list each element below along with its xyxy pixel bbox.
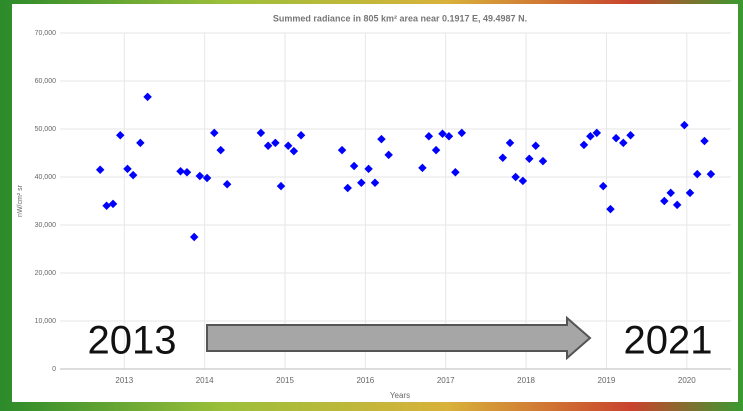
y-tick-label: 40,000	[35, 174, 57, 181]
point	[438, 129, 447, 139]
point	[364, 164, 373, 174]
point	[256, 128, 266, 138]
point	[210, 128, 219, 138]
y-tick-label: 20,000	[35, 270, 57, 277]
point	[451, 167, 460, 177]
x-tick-label: 2015	[276, 376, 294, 385]
point	[418, 163, 427, 173]
chart-title: Summed radiance in 805 km² area near 0.1…	[273, 13, 527, 23]
point	[289, 146, 299, 156]
point	[283, 141, 293, 151]
point	[296, 130, 306, 140]
y-tick-label: 50,000	[35, 126, 57, 133]
y-tick-label: 0	[52, 366, 56, 373]
point	[108, 199, 118, 209]
point	[498, 153, 508, 163]
point	[143, 92, 152, 102]
point	[337, 145, 347, 155]
point	[116, 130, 125, 140]
y-tick-label: 30,000	[35, 222, 57, 229]
x-tick-label: 2018	[517, 376, 535, 385]
point	[102, 201, 111, 211]
x-tick-label: 2014	[196, 376, 214, 385]
point	[95, 165, 105, 175]
point	[370, 178, 380, 188]
annotation: 2021	[624, 319, 713, 363]
point	[384, 150, 393, 160]
point	[202, 173, 212, 183]
point	[189, 232, 199, 242]
point	[176, 166, 185, 176]
point	[444, 131, 454, 141]
point	[377, 134, 386, 144]
annotation: 2013	[88, 319, 177, 363]
x-tick-label: 2017	[437, 376, 455, 385]
point	[136, 138, 145, 148]
point	[216, 145, 225, 155]
point	[276, 181, 286, 191]
y-tick-label: 70,000	[35, 30, 57, 37]
point	[128, 170, 138, 180]
point	[123, 164, 132, 174]
point	[349, 161, 359, 171]
arrow	[206, 315, 592, 361]
y-tick-label: 10,000	[35, 318, 57, 325]
x-tick-label: 2013	[115, 376, 133, 385]
x-tick-label: 2016	[356, 376, 374, 385]
x-tick-label: 2020	[678, 376, 696, 385]
point	[182, 167, 192, 177]
point	[431, 145, 441, 155]
x-tick-label: 2019	[598, 376, 616, 385]
point	[195, 171, 205, 181]
point	[357, 178, 366, 188]
point	[271, 138, 280, 148]
y-axis-label: nW/cm² sr	[17, 184, 24, 217]
point	[222, 179, 232, 189]
x-axis-label: Years	[390, 391, 410, 400]
point	[263, 141, 273, 151]
y-tick-label: 60,000	[35, 78, 57, 85]
point	[457, 128, 467, 138]
point	[424, 131, 434, 141]
point	[343, 183, 352, 193]
